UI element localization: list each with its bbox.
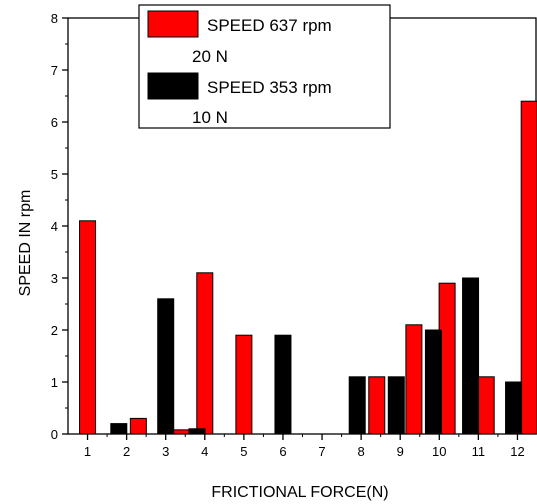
x-tick-label: 12 <box>510 444 524 459</box>
bar-637rpm-3 <box>196 272 214 435</box>
y-tick-label: 3 <box>51 271 58 286</box>
bar-353rpm-4 <box>348 376 366 435</box>
bar-637rpm-1 <box>129 417 147 435</box>
bar-637rpm-0 <box>79 220 97 435</box>
bar-637rpm-5 <box>368 376 386 435</box>
bar-353rpm-3 <box>274 334 292 435</box>
legend-sublabel-353rpm: 10 N <box>192 108 228 127</box>
x-tick-label: 4 <box>201 444 208 459</box>
x-tick-label: 5 <box>240 444 247 459</box>
bar-353rpm-8 <box>505 381 523 435</box>
series-353rpm-bars <box>110 277 523 435</box>
y-tick-label: 1 <box>51 375 58 390</box>
bar-353rpm-1 <box>157 298 175 435</box>
y-tick-label: 7 <box>51 63 58 78</box>
x-tick-label: 6 <box>279 444 286 459</box>
x-tick-label: 3 <box>162 444 169 459</box>
x-tick-label: 9 <box>397 444 404 459</box>
x-axis-ticks: 1 2 3 4 5 6 7 8 9 10 11 12 <box>84 434 525 459</box>
bar-637rpm-2 <box>172 429 190 435</box>
x-tick-label: 11 <box>472 444 486 459</box>
legend-sublabel-637rpm: 20 N <box>192 47 228 66</box>
x-tick-label: 7 <box>318 444 325 459</box>
bar-353rpm-7 <box>462 277 480 435</box>
y-tick-label: 5 <box>51 167 58 182</box>
bar-353rpm-2 <box>188 428 206 435</box>
y-axis-title: SPEED IN rpm <box>17 190 34 297</box>
bar-637rpm-4 <box>235 334 253 435</box>
x-axis-title: FRICTIONAL FORCE(N) <box>211 484 388 501</box>
y-tick-label: 2 <box>51 323 58 338</box>
legend: SPEED 637 rpm 20 N SPEED 353 rpm 10 N <box>138 4 391 129</box>
bar-353rpm-0 <box>110 423 128 435</box>
y-tick-label: 4 <box>51 219 58 234</box>
x-tick-label: 1 <box>84 444 91 459</box>
y-axis-ticks: 0 1 2 3 4 5 6 7 8 <box>51 11 68 442</box>
legend-label-637rpm: SPEED 637 rpm <box>207 16 332 35</box>
y-tick-label: 0 <box>51 427 58 442</box>
legend-swatch-353rpm <box>147 72 199 100</box>
bar-353rpm-6 <box>424 329 442 435</box>
x-tick-label: 2 <box>123 444 130 459</box>
legend-label-353rpm: SPEED 353 rpm <box>207 78 332 97</box>
bar-637rpm-8 <box>477 376 495 435</box>
x-tick-label: 8 <box>358 444 365 459</box>
bar-637rpm-6 <box>405 324 423 435</box>
x-tick-label: 10 <box>432 444 446 459</box>
bar-353rpm-5 <box>387 376 405 435</box>
y-tick-label: 6 <box>51 115 58 130</box>
bar-637rpm-9 <box>520 100 537 435</box>
legend-swatch-637rpm <box>147 10 199 38</box>
y-tick-label: 8 <box>51 11 58 26</box>
